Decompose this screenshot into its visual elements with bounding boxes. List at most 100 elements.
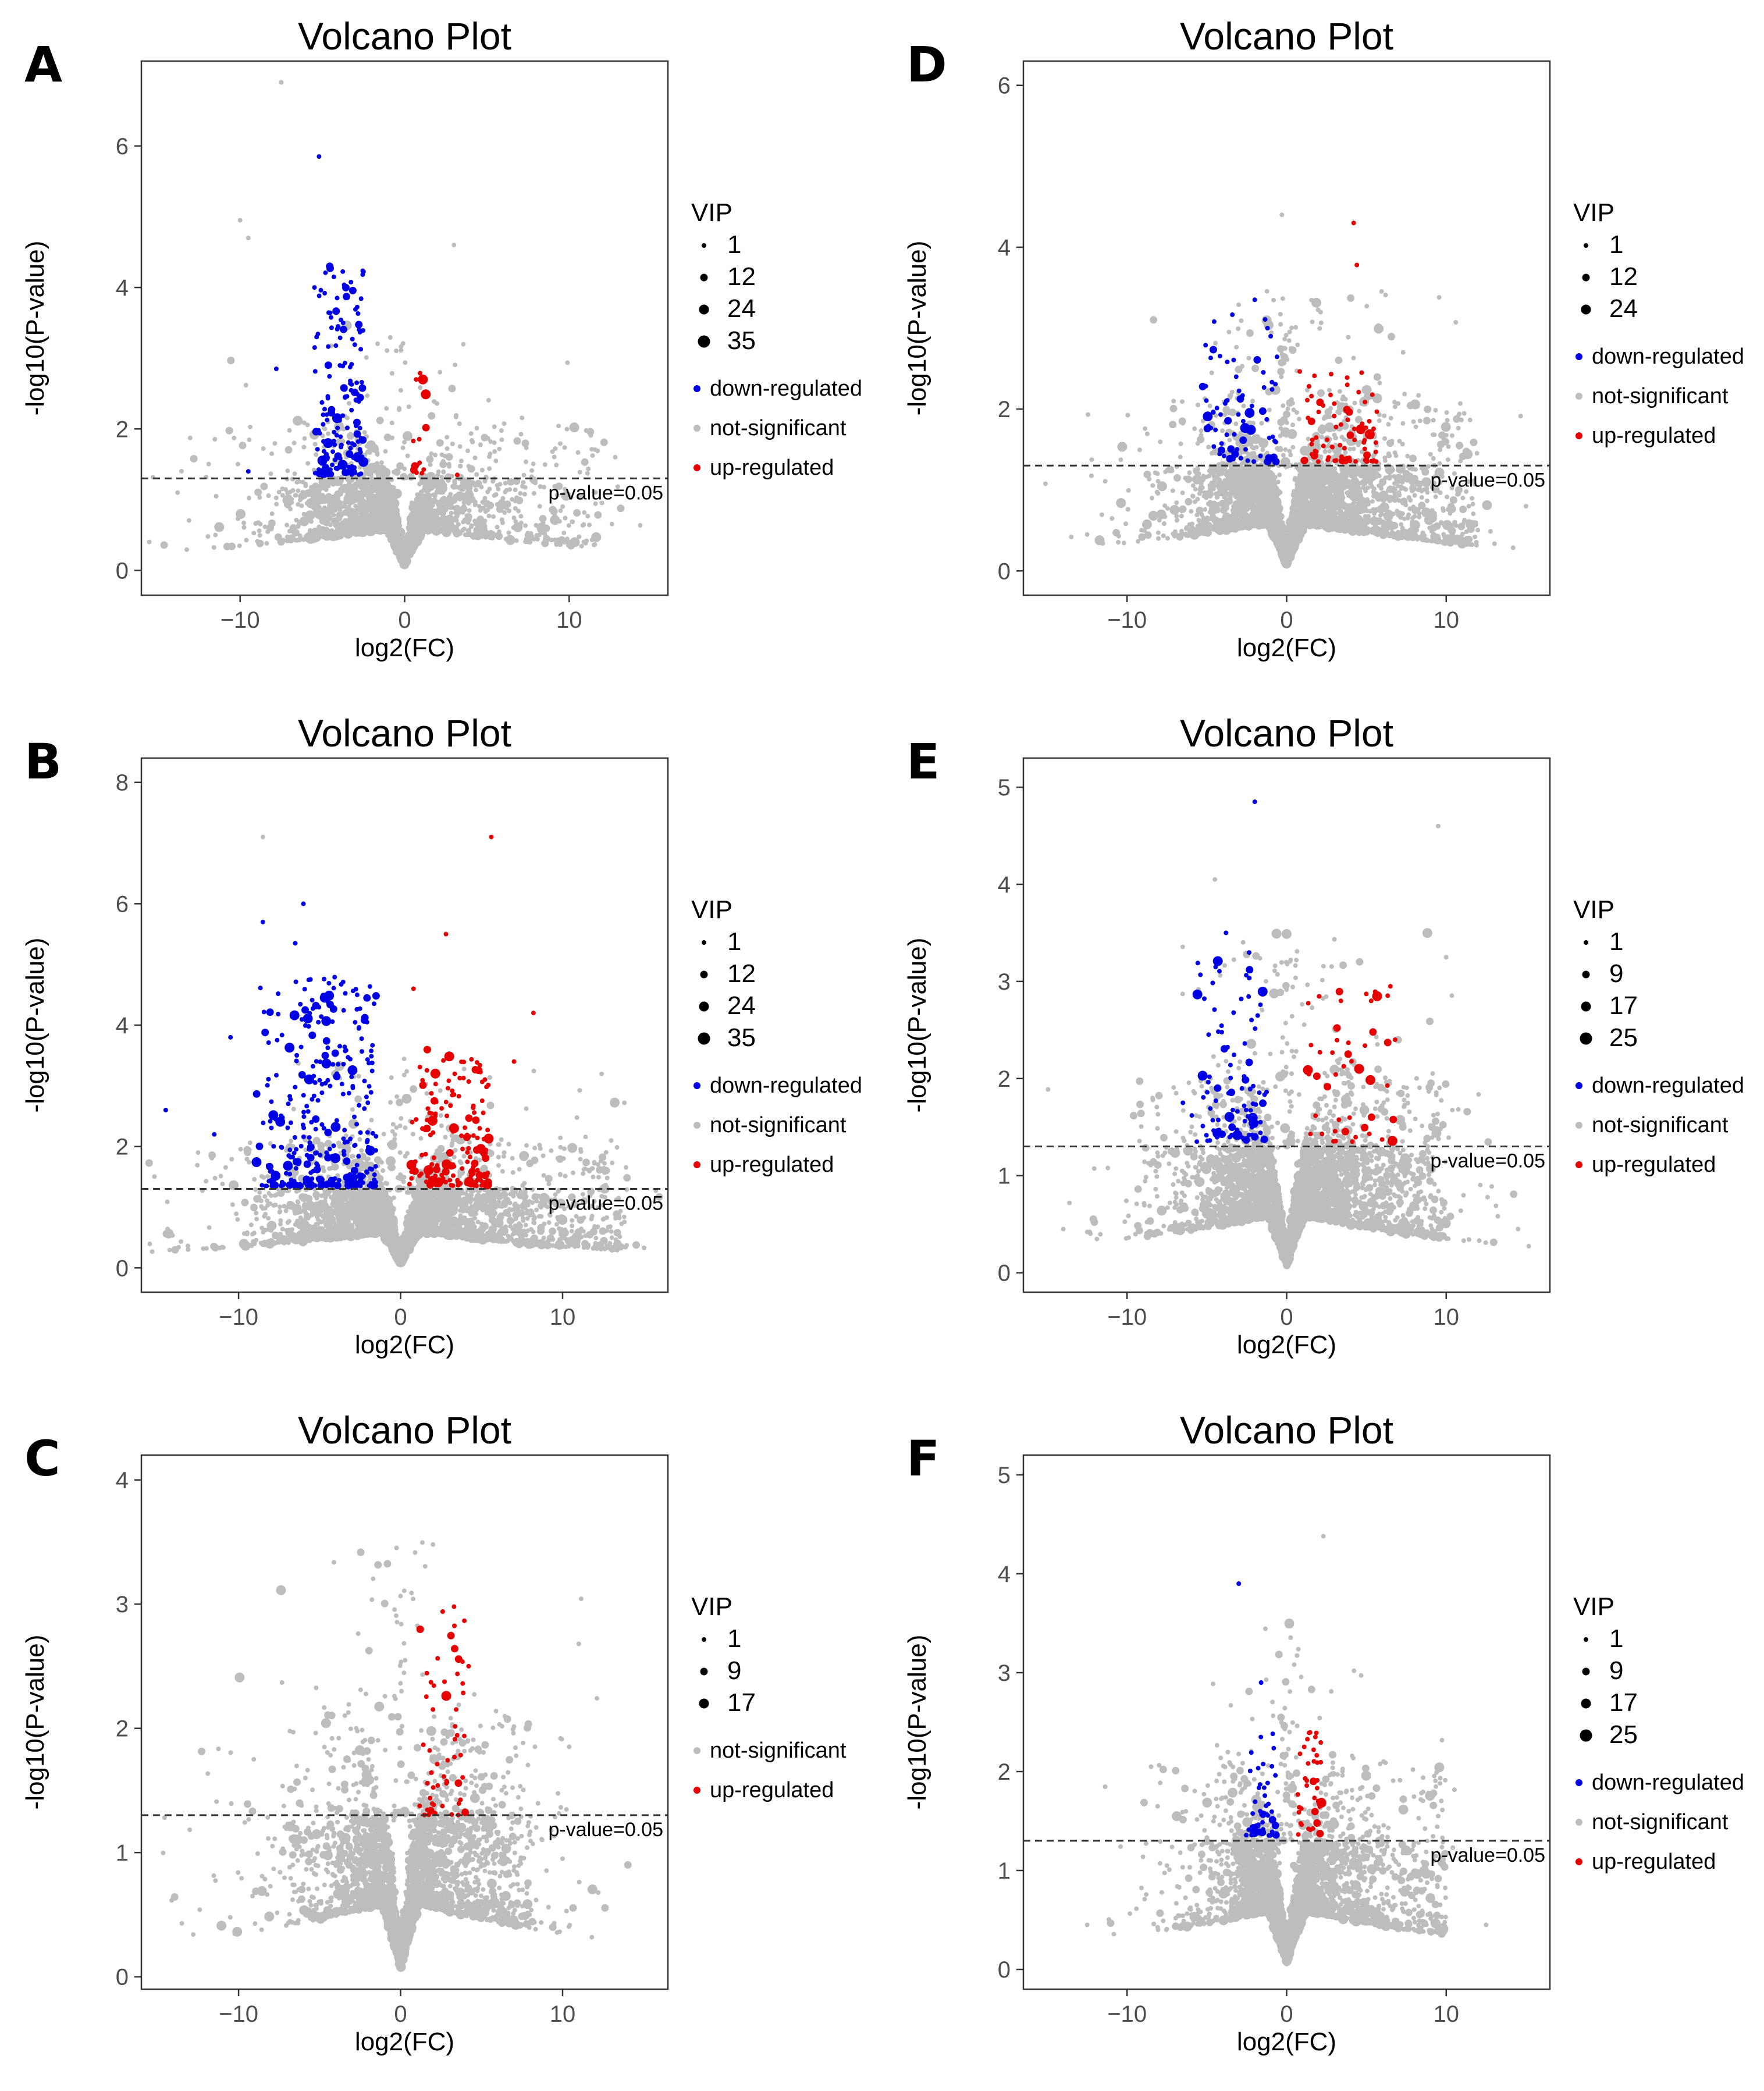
point-not-significant xyxy=(393,508,398,513)
point-not-significant xyxy=(500,1169,505,1174)
point-not-significant xyxy=(331,513,336,518)
point-not-significant xyxy=(474,488,479,493)
point-not-significant xyxy=(535,536,540,542)
point-not-significant xyxy=(219,525,225,531)
point-not-significant xyxy=(387,335,393,340)
point-not-significant xyxy=(383,449,388,454)
point-not-significant xyxy=(358,485,364,490)
point-not-significant xyxy=(519,1151,529,1161)
point-not-significant xyxy=(621,1214,627,1219)
point-down-regulated xyxy=(319,468,325,473)
point-not-significant xyxy=(426,455,434,463)
point-not-significant xyxy=(237,218,243,223)
point-not-significant xyxy=(596,1175,601,1180)
point-not-significant xyxy=(278,1209,283,1214)
point-not-significant xyxy=(493,492,499,497)
point-not-significant xyxy=(251,531,257,536)
point-not-significant xyxy=(554,542,559,547)
point-not-significant xyxy=(439,474,444,479)
point-not-significant xyxy=(589,447,595,452)
point-not-significant xyxy=(431,479,435,484)
point-not-significant xyxy=(384,406,389,411)
point-not-significant xyxy=(525,1203,531,1208)
point-not-significant xyxy=(331,532,336,537)
point-down-regulated xyxy=(337,363,343,368)
x-tick-label: 0 xyxy=(394,1304,407,1330)
point-not-significant xyxy=(381,1132,386,1137)
point-not-significant xyxy=(397,407,402,412)
panel-letter: A xyxy=(24,36,62,93)
point-not-significant xyxy=(354,1095,362,1103)
point-not-significant xyxy=(435,500,440,505)
point-not-significant xyxy=(449,510,454,515)
point-not-significant xyxy=(581,1245,586,1250)
point-not-significant xyxy=(557,1215,568,1225)
point-not-significant xyxy=(558,1135,563,1140)
point-not-significant xyxy=(365,516,370,521)
point-not-significant xyxy=(599,1183,610,1194)
point-not-significant xyxy=(393,541,398,546)
point-not-significant xyxy=(247,1140,252,1146)
point-not-significant xyxy=(493,458,499,464)
point-down-regulated xyxy=(314,335,319,340)
point-not-significant xyxy=(411,544,417,549)
point-not-significant xyxy=(312,1137,321,1144)
point-not-significant xyxy=(506,1141,511,1147)
point-not-significant xyxy=(552,484,557,489)
point-not-significant xyxy=(355,531,360,536)
point-not-significant xyxy=(309,519,314,524)
point-not-significant xyxy=(266,493,271,498)
point-not-significant xyxy=(602,1246,607,1251)
point-not-significant xyxy=(521,1218,526,1223)
point-not-significant xyxy=(554,493,560,498)
point-not-significant xyxy=(537,1143,542,1148)
point-not-significant xyxy=(583,1233,588,1239)
point-not-significant xyxy=(402,440,407,445)
point-not-significant xyxy=(507,478,515,486)
point-not-significant xyxy=(307,492,312,497)
point-not-significant xyxy=(288,506,293,511)
point-not-significant xyxy=(332,503,337,508)
point-not-significant xyxy=(487,454,492,459)
point-down-regulated xyxy=(345,425,350,431)
point-not-significant xyxy=(531,461,536,467)
point-not-significant xyxy=(330,517,335,522)
point-not-significant xyxy=(570,1224,575,1229)
point-not-significant xyxy=(273,495,279,500)
point-not-significant xyxy=(595,449,600,453)
point-not-significant xyxy=(429,483,435,488)
point-not-significant xyxy=(366,521,371,527)
point-not-significant xyxy=(375,341,380,346)
point-not-significant xyxy=(147,539,152,545)
point-not-significant xyxy=(518,514,524,519)
point-down-regulated xyxy=(354,380,360,385)
point-not-significant xyxy=(213,532,218,538)
point-not-significant xyxy=(582,510,587,515)
point-not-significant xyxy=(565,360,570,365)
point-up-regulated xyxy=(419,471,425,476)
point-not-significant xyxy=(547,1212,552,1217)
point-not-significant xyxy=(239,442,247,450)
point-not-significant xyxy=(368,528,373,534)
point-not-significant xyxy=(444,446,450,451)
point-not-significant xyxy=(436,439,444,447)
point-not-significant xyxy=(478,533,483,538)
point-not-significant xyxy=(323,533,331,541)
point-not-significant xyxy=(502,510,507,515)
legend-color-key xyxy=(693,425,700,432)
point-not-significant xyxy=(398,387,403,393)
point-not-significant xyxy=(294,538,300,543)
point-not-significant xyxy=(296,502,301,507)
point-down-regulated xyxy=(352,342,357,347)
point-not-significant xyxy=(366,502,371,507)
panel-b: B Volcano Plot −10 0 10 0 2 4 6 8 log2(FC) -log10(P… xyxy=(0,697,882,1394)
point-not-significant xyxy=(305,461,311,466)
point-not-significant xyxy=(562,445,567,450)
point-not-significant xyxy=(376,527,381,532)
point-not-significant xyxy=(523,523,528,528)
x-tick-label: 0 xyxy=(398,607,411,633)
point-not-significant xyxy=(283,487,289,492)
point-not-significant xyxy=(549,1208,554,1214)
point-not-significant xyxy=(398,534,403,539)
point-not-significant xyxy=(403,1154,408,1159)
